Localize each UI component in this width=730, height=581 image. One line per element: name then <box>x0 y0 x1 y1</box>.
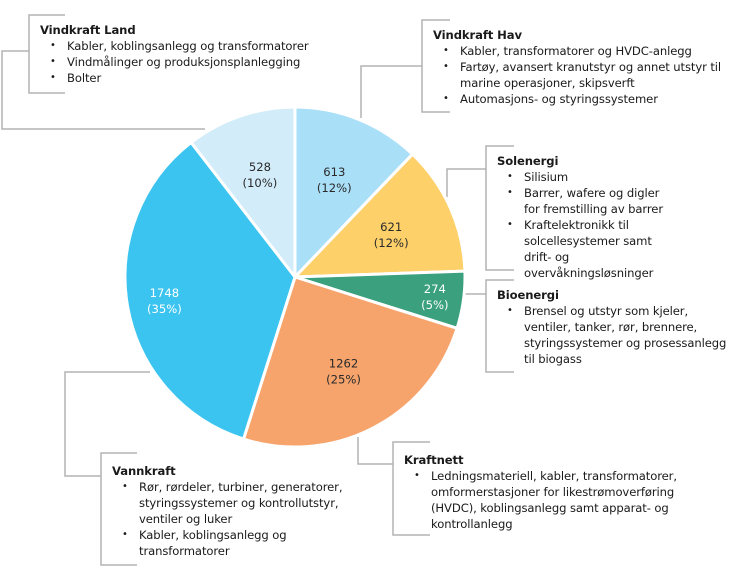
connector-vindkraft-hav <box>360 19 450 118</box>
legend-item: Kabler, koblingsanlegg og transformatore… <box>50 38 340 54</box>
legend-bioenergi: Bioenergi Brensel og utstyr som kjeler, … <box>497 287 730 367</box>
pie-slice-vannkraft <box>123 140 297 441</box>
pie-percent-label: (12%) <box>317 181 352 195</box>
legend-list: Ledningsmateriell, kabler, transformator… <box>404 468 694 532</box>
legend-title: Solenergi <box>497 154 559 168</box>
legend-title: Kraftnett <box>404 453 464 467</box>
legend-item: Kabler, transformatorer og HVDC-anlegg <box>443 43 728 59</box>
pie-slice-solenergi <box>293 152 467 279</box>
pie-value-label: 274 <box>424 282 446 296</box>
legend-vindkraft-land: Vindkraft Land Kabler, koblingsanlegg og… <box>40 22 340 86</box>
legend-title: Vindkraft Land <box>40 23 136 37</box>
legend-item: Rør, rørdeler, turbiner, generatorer, st… <box>122 479 347 527</box>
pie-value-label: 528 <box>249 160 271 174</box>
pie-percent-label: (5%) <box>421 298 448 312</box>
legend-item: Bolter <box>50 70 340 86</box>
connector-lines <box>1 14 514 566</box>
connector-vannkraft <box>64 371 150 566</box>
pie-value-label: 1748 <box>150 286 180 300</box>
pie-value-label: 621 <box>380 220 402 234</box>
legend-solenergi: Solenergi Silisium Barrer, wafere og dig… <box>497 153 672 281</box>
pie-slices <box>123 105 467 449</box>
pie-slice-vindkraft-land <box>189 105 297 279</box>
pie-value-label: 1262 <box>329 357 359 371</box>
pie-percent-label: (35%) <box>147 302 182 316</box>
legend-item: Kraftelektronikk til solcellesystemer sa… <box>507 217 672 281</box>
legend-vindkraft-hav: Vindkraft Hav Kabler, transformatorer og… <box>433 27 728 107</box>
pie-value-label: 613 <box>323 165 345 179</box>
legend-title: Bioenergi <box>497 288 559 302</box>
pie-labels: 613 (12%) 621 (12%) 274 (5%) 1262 (25%) 1748 (35%… <box>147 160 449 387</box>
connector-bioenergi <box>465 279 514 373</box>
pie-percent-label: (10%) <box>242 176 277 190</box>
legend-item: Automasjons- og styringssystemer <box>443 91 728 107</box>
legend-kraftnett: Kraftnett Ledningsmateriell, kabler, tra… <box>404 452 694 532</box>
connector-kraftnett <box>357 437 430 536</box>
legend-vannkraft: Vannkraft Rør, rørdeler, turbiner, gener… <box>112 463 347 559</box>
pie-slice-kraftnett <box>242 275 459 449</box>
pie-slice-vindkraft-hav <box>293 105 415 279</box>
legend-item: Fartøy, avansert kranutstyr og annet uts… <box>443 59 728 91</box>
legend-title: Vindkraft Hav <box>433 28 522 42</box>
legend-list: Brensel og utstyr som kjeler, ventiler, … <box>497 303 730 367</box>
legend-item: Barrer, wafere og digler for fremstillin… <box>507 185 672 217</box>
pie-percent-label: (12%) <box>374 236 409 250</box>
legend-title: Vannkraft <box>112 464 176 478</box>
legend-item: Kabler, koblingsanlegg og transformatore… <box>122 527 347 559</box>
connector-solenergi <box>446 145 514 271</box>
legend-list: Kabler, transformatorer og HVDC-anlegg F… <box>433 43 728 107</box>
legend-list: Rør, rørdeler, turbiner, generatorer, st… <box>112 479 347 559</box>
legend-item: Brensel og utstyr som kjeler, ventiler, … <box>507 303 730 367</box>
legend-item: Silisium <box>507 169 672 185</box>
legend-item: Ledningsmateriell, kabler, transformator… <box>414 468 694 532</box>
legend-list: Silisium Barrer, wafere og digler for fr… <box>497 169 672 281</box>
pie-percent-label: (25%) <box>326 373 361 387</box>
legend-list: Kabler, koblingsanlegg og transformatore… <box>40 38 340 86</box>
legend-item: Vindmålinger og produksjonsplanlegging <box>50 54 340 70</box>
connector-vindkraft-land <box>1 14 205 130</box>
